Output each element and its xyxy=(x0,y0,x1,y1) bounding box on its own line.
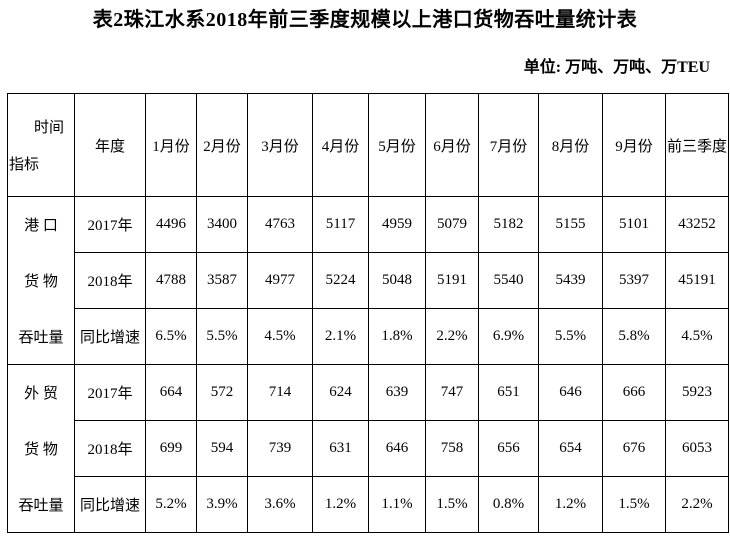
unit-label: 单位: 万吨、万吨、万TEU xyxy=(523,59,710,76)
row-group-label-line: 吞吐量 xyxy=(18,497,64,514)
table-cell: 5923 xyxy=(665,364,729,421)
table-cell: 651 xyxy=(478,364,539,421)
table-cell: 3400 xyxy=(196,196,248,253)
header-row: 时间 指标 年度 1月份 2月份 3月份 4月份 5月份 6月份 7月份 8月份… xyxy=(7,93,729,197)
table-cell: 2.2% xyxy=(665,476,729,533)
column-header-month-6: 6月份 xyxy=(425,93,479,197)
corner-header-cell: 时间 指标 xyxy=(7,93,75,197)
table-row: 同比增速 6.5% 5.5% 4.5% 2.1% 1.8% 2.2% 6.9% … xyxy=(8,308,729,365)
column-header-month-7: 7月份 xyxy=(478,93,539,197)
row-group-label-line: 港 口 xyxy=(24,218,58,235)
table-cell: 0.8% xyxy=(478,476,539,533)
table-cell: 664 xyxy=(145,364,197,421)
table-cell: 624 xyxy=(312,364,369,421)
statistics-table: 时间 指标 年度 1月份 2月份 3月份 4月份 5月份 6月份 7月份 8月份… xyxy=(7,93,729,533)
table-cell: 5.8% xyxy=(602,308,666,365)
table-cell: 1.8% xyxy=(368,308,426,365)
row-header-2018: 2018年 xyxy=(74,420,146,477)
table-cell: 5.2% xyxy=(145,476,197,533)
row-header-2017: 2017年 xyxy=(74,196,146,253)
table-cell: 5224 xyxy=(312,252,369,309)
table-cell: 3587 xyxy=(196,252,248,309)
table-cell: 1.5% xyxy=(602,476,666,533)
table-cell: 1.2% xyxy=(312,476,369,533)
table-cell: 758 xyxy=(425,420,479,477)
table-cell: 4977 xyxy=(247,252,313,309)
column-header-year: 年度 xyxy=(74,93,146,197)
table-cell: 5155 xyxy=(538,196,603,253)
table-cell: 654 xyxy=(538,420,603,477)
table-cell: 739 xyxy=(247,420,313,477)
row-header-2017: 2017年 xyxy=(74,364,146,421)
table-cell: 2.1% xyxy=(312,308,369,365)
row-header-2018: 2018年 xyxy=(74,252,146,309)
row-header-yoy-growth: 同比增速 xyxy=(74,476,146,533)
table-cell: 747 xyxy=(425,364,479,421)
row-group-label-line: 货 物 xyxy=(24,441,58,458)
table-cell: 5048 xyxy=(368,252,426,309)
column-header-month-5: 5月份 xyxy=(368,93,426,197)
table-cell: 646 xyxy=(368,420,426,477)
table-cell: 631 xyxy=(312,420,369,477)
table-cell: 43252 xyxy=(665,196,729,253)
table-cell: 5439 xyxy=(538,252,603,309)
table-row: 港 口 货 物 吞吐量 2017年 4496 3400 4763 5117 49… xyxy=(7,196,729,365)
row-group-label-foreign-trade-cargo-throughput: 外 贸 货 物 吞吐量 xyxy=(7,364,75,533)
table-cell: 5101 xyxy=(602,196,666,253)
table-cell: 5540 xyxy=(478,252,539,309)
table-cell: 6.9% xyxy=(478,308,539,365)
table-cell: 4496 xyxy=(145,196,197,253)
corner-label-time: 时间 xyxy=(33,120,64,136)
table-cell: 4763 xyxy=(247,196,313,253)
column-header-first-three-quarters: 前三季度 xyxy=(665,93,729,197)
row-header-yoy-growth: 同比增速 xyxy=(74,308,146,365)
table-cell: 6053 xyxy=(665,420,729,477)
table-cell: 2.2% xyxy=(425,308,479,365)
table-cell: 3.6% xyxy=(247,476,313,533)
table-cell: 5191 xyxy=(425,252,479,309)
table-cell: 4.5% xyxy=(247,308,313,365)
table-cell: 1.1% xyxy=(368,476,426,533)
column-header-month-8: 8月份 xyxy=(538,93,603,197)
corner-label-indicator: 指标 xyxy=(9,157,40,173)
table-cell: 4.5% xyxy=(665,308,729,365)
column-header-month-9: 9月份 xyxy=(602,93,666,197)
row-group-label-line: 货 物 xyxy=(24,273,58,290)
table-cell: 594 xyxy=(196,420,248,477)
row-group-label-line: 外 贸 xyxy=(24,386,58,403)
column-header-month-2: 2月份 xyxy=(196,93,248,197)
table-cell: 6.5% xyxy=(145,308,197,365)
table-cell: 5397 xyxy=(602,252,666,309)
table-cell: 676 xyxy=(602,420,666,477)
table-cell: 5.5% xyxy=(538,308,603,365)
table-cell: 1.5% xyxy=(425,476,479,533)
column-header-month-1: 1月份 xyxy=(145,93,197,197)
table-cell: 699 xyxy=(145,420,197,477)
table-cell: 4788 xyxy=(145,252,197,309)
table-cell: 5117 xyxy=(312,196,369,253)
table-row: 2018年 699 594 739 631 646 758 656 654 67… xyxy=(8,420,729,477)
table-cell: 5079 xyxy=(425,196,479,253)
column-header-month-3: 3月份 xyxy=(247,93,313,197)
table-row: 2018年 4788 3587 4977 5224 5048 5191 5540… xyxy=(8,252,729,309)
page-title: 表2珠江水系2018年前三季度规模以上港口货物吞吐量统计表 xyxy=(92,9,638,31)
table-cell: 4959 xyxy=(368,196,426,253)
row-group-label-port-cargo-throughput: 港 口 货 物 吞吐量 xyxy=(7,196,75,365)
table-cell: 45191 xyxy=(665,252,729,309)
table-cell: 656 xyxy=(478,420,539,477)
table-cell: 1.2% xyxy=(538,476,603,533)
table-cell: 639 xyxy=(368,364,426,421)
table-cell: 714 xyxy=(247,364,313,421)
table-cell: 572 xyxy=(196,364,248,421)
row-group-label-line: 吞吐量 xyxy=(18,329,64,346)
table-cell: 5.5% xyxy=(196,308,248,365)
table-row: 外 贸 货 物 吞吐量 2017年 664 572 714 624 639 74… xyxy=(7,364,729,533)
table-row: 同比增速 5.2% 3.9% 3.6% 1.2% 1.1% 1.5% 0.8% … xyxy=(8,476,729,533)
table-cell: 666 xyxy=(602,364,666,421)
table-cell: 3.9% xyxy=(196,476,248,533)
table-cell: 5182 xyxy=(478,196,539,253)
column-header-month-4: 4月份 xyxy=(312,93,369,197)
table-cell: 646 xyxy=(538,364,603,421)
